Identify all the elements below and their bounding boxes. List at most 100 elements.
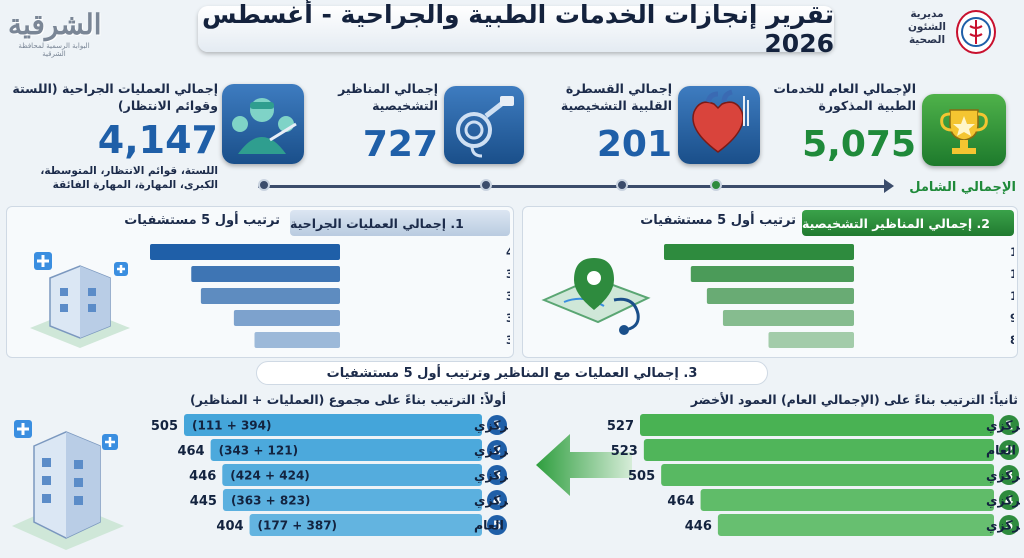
bar xyxy=(191,266,340,282)
stat-title: إجمالي العمليات الجراحية (اللستة وقوائم … xyxy=(12,81,218,113)
rank-badge xyxy=(999,515,1019,535)
arrow-left-icon xyxy=(536,432,632,498)
rank-badge xyxy=(487,465,507,485)
rank-number: 4 xyxy=(1005,494,1013,508)
rank-bar xyxy=(222,489,482,511)
rank-breakdown: (177 + 387) xyxy=(258,519,337,533)
stat-title: إجمالي القسطرة القلبية التشخيصية xyxy=(560,81,672,113)
rank-badge xyxy=(999,415,1019,435)
bar-label: م. فاقوس المركزي: 82 xyxy=(1010,333,1014,348)
bar-label: م. أبو كبير المركزي: 111 xyxy=(1010,266,1014,282)
stat-value: 4,147 xyxy=(97,118,218,162)
timeline-line xyxy=(258,185,890,188)
rank-label: م. فاقوس المركزي xyxy=(986,418,1020,434)
rank-bar xyxy=(640,414,994,436)
page-title: تقرير إنجازات الخدمات الطبية والجراحية -… xyxy=(198,0,834,58)
brand-name: الشرقية xyxy=(8,8,102,41)
ranking-sum-chart: 1م. أبو كبير المركزي (111 + 394) 505 2م. من… xyxy=(151,414,508,536)
scopes-panel-subtitle: ترتيب أول 5 مستشفيات xyxy=(640,213,796,228)
rank-bar xyxy=(700,489,994,511)
rank-bar xyxy=(210,439,482,461)
rank-breakdown: (111 + 394) xyxy=(192,419,271,433)
bar xyxy=(233,310,340,326)
rank-label: م. ههيا المركزي xyxy=(474,468,508,484)
rank-bar xyxy=(661,464,994,486)
stat-value: 727 xyxy=(362,124,438,165)
section3-title: 3. إجمالي العمليات مع المناظير وترتيب أو… xyxy=(256,361,768,385)
scopes-bar-chart: م. منيا القمح المركزي: 121 م. أبو كبير ال… xyxy=(664,244,1014,348)
bar xyxy=(768,332,854,348)
ministry-logo-icon xyxy=(956,10,996,54)
ministry-name: مديرية الشئون الصحية xyxy=(907,8,947,46)
rank-value: 505 xyxy=(628,469,655,484)
endoscope-icon xyxy=(444,86,524,164)
rank-number: 4 xyxy=(493,494,501,508)
hospital-icon xyxy=(20,238,140,350)
rank-number: 2 xyxy=(1005,444,1013,458)
rank-value: 527 xyxy=(607,419,634,434)
rank-value: 505 xyxy=(151,419,178,434)
bar xyxy=(722,310,854,326)
bar xyxy=(690,266,854,282)
rank-label: م. فاقوس المركزي xyxy=(474,493,508,509)
ranking-total-chart: 1م. فاقوس المركزي 527 2م. الزقازيق العام 52… xyxy=(607,414,1020,536)
rank-breakdown: (424 + 424) xyxy=(230,469,309,483)
rank-badge xyxy=(999,440,1019,460)
timeline-arrow-icon xyxy=(884,179,894,193)
rank-badge xyxy=(487,515,507,535)
section3-left-heading: أولاً: الترتيب بناءً على مجموع (العمليات… xyxy=(190,392,506,407)
rank-label: م. منيا القمح المركزي xyxy=(986,493,1020,509)
rank-breakdown: (343 + 121) xyxy=(219,444,298,458)
bar-label: م. بلبيس المركزي: 348 xyxy=(506,333,510,347)
surgery-bar-chart: م. ههيا المركزي: 424 م. أبو كبير المركزي:… xyxy=(150,244,510,348)
surgeon-icon xyxy=(222,84,304,164)
timeline-dot xyxy=(616,179,628,191)
bar xyxy=(664,244,854,260)
rank-number: 3 xyxy=(493,469,501,483)
rank-value: 446 xyxy=(189,469,216,484)
rank-label: م. أبو كبير المركزي xyxy=(474,417,508,434)
bar-label: م. الزقازيق العام: 387 xyxy=(506,289,510,303)
bar-label: م. فاقوس المركزي: 363 xyxy=(506,311,510,326)
rank-number: 1 xyxy=(493,419,501,433)
timeline-dot xyxy=(710,179,722,191)
rank-label: م. أبو كبير المركزي xyxy=(986,467,1020,484)
rank-value: 404 xyxy=(216,519,243,534)
rank-number: 5 xyxy=(493,519,501,533)
rank-label: م. الزقازيق العام xyxy=(986,443,1020,459)
rank-number: 3 xyxy=(1005,469,1013,483)
stat-value: 5,075 xyxy=(802,124,916,165)
stat-title: إجمالي المناظير التشخيصية xyxy=(338,81,438,113)
surgery-panel-title: 1. إجمالي العمليات الجراحية xyxy=(290,210,510,236)
rank-number: 1 xyxy=(1005,419,1013,433)
rank-value: 464 xyxy=(667,494,694,509)
rank-badge xyxy=(999,490,1019,510)
timeline-dot xyxy=(480,179,492,191)
bar xyxy=(254,332,340,348)
rank-value: 464 xyxy=(177,444,204,459)
timeline-dot xyxy=(258,179,270,191)
hospital-building-icon xyxy=(4,404,130,554)
rank-badge xyxy=(487,440,507,460)
brand-tagline: البوابة الرسمية لمحافظة الشرقية xyxy=(18,42,90,58)
trophy-icon xyxy=(922,94,1006,166)
stat-value: 201 xyxy=(596,124,672,165)
rank-breakdown: (363 + 823) xyxy=(231,494,310,508)
stat-note: اللستة، قوائم الانتظار، المتوسطة، الكبرى… xyxy=(40,165,218,191)
rank-bar xyxy=(222,464,482,486)
scopes-panel-title: 2. إجمالي المناظير التشخيصية xyxy=(802,210,1014,236)
bar xyxy=(706,288,854,304)
rank-bar xyxy=(643,439,994,461)
rank-badge xyxy=(487,415,507,435)
bar xyxy=(150,244,340,260)
bar-label: م. منيا القمح المركزي: 121 xyxy=(1010,245,1014,259)
rank-bar xyxy=(184,414,482,436)
timeline-label: الإجمالي الشامل xyxy=(909,180,1016,195)
section3-right-heading: ثانياً: الترتيب بناءً على (الإجمالي العا… xyxy=(690,392,1018,407)
rank-label: م. ههيا المركزي xyxy=(986,518,1020,534)
brand-logo: الشرقية البوابة الرسمية لمحافظة الشرقية xyxy=(8,8,102,64)
rank-value: 446 xyxy=(685,519,712,534)
map-stethoscope-icon xyxy=(534,240,658,344)
bar-label: م. ههيا المركزي: 424 xyxy=(506,245,510,259)
rank-label: م. منيا القمح المركزي xyxy=(474,443,508,459)
